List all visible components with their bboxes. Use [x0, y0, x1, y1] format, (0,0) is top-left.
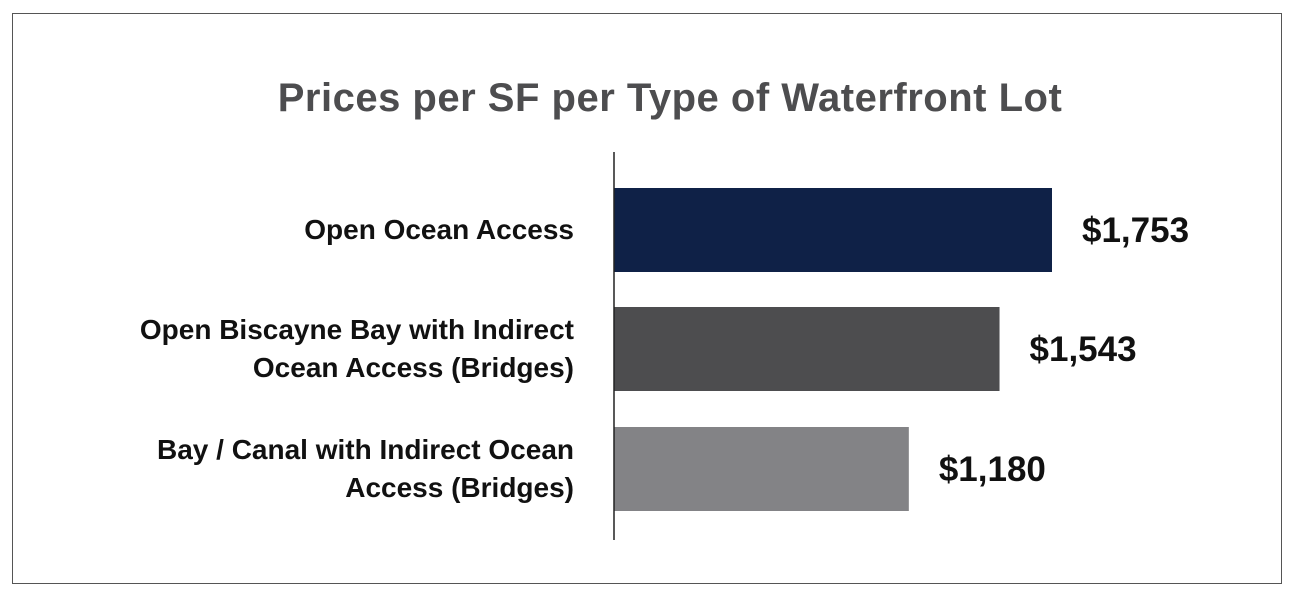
chart-title: Prices per SF per Type of Waterfront Lot	[277, 76, 1063, 120]
category-label-line: Open Biscayne Bay with Indirect	[139, 314, 574, 345]
category-label-2: Open Biscayne Bay with Indirect Ocean Acc…	[34, 311, 574, 387]
bar-3	[614, 427, 909, 511]
category-label-line: Ocean Access (Bridges)	[252, 352, 574, 383]
category-label-1: Open Ocean Access	[34, 211, 574, 249]
bar-1	[614, 188, 1052, 272]
value-label-2: $1,543	[1030, 330, 1137, 369]
category-label-3: Bay / Canal with Indirect Ocean Access (B…	[34, 431, 574, 507]
category-label-line: Bay / Canal with Indirect Ocean	[156, 434, 574, 465]
category-label-line: Access (Bridges)	[345, 472, 574, 503]
value-label-3: $1,180	[939, 450, 1046, 489]
bar-2	[614, 307, 1000, 391]
category-label-line: Open Ocean Access	[304, 214, 574, 245]
value-label-1: $1,753	[1082, 211, 1189, 250]
